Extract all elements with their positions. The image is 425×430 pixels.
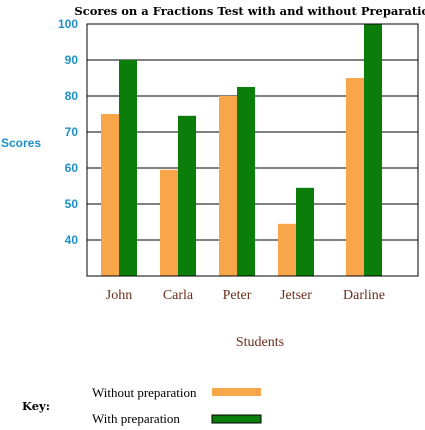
legend-swatch-without [212,388,261,396]
y-tick-label: 80 [65,89,79,103]
x-tick-label: Peter [223,288,252,303]
x-tick-labels: John Carla Peter Jetser Darline [106,288,385,303]
x-axis-label: Students [236,335,284,350]
bar-without-preparation [219,96,237,276]
bar-with-preparation [119,60,137,276]
chart-title: Scores on a Fractions Test with and with… [74,4,425,18]
y-tick-label: 90 [65,53,79,67]
y-tick-label: 50 [65,197,79,211]
x-tick-label: John [106,288,132,303]
bar-without-preparation [160,169,178,276]
y-axis-label: Scores [1,136,41,150]
legend-label-without: Without preparation [92,385,197,400]
x-tick-label: Darline [343,288,385,303]
y-tick-label: 40 [65,233,79,247]
bar-without-preparation [278,223,296,276]
bar-with-preparation [364,24,382,276]
bar-with-preparation [296,187,314,276]
bar-with-preparation [237,87,255,276]
y-tick-label: 70 [65,125,79,139]
bar-without-preparation [346,78,364,276]
x-tick-label: Carla [163,288,194,303]
bar-with-preparation [178,115,196,276]
y-tick-label: 60 [65,161,79,175]
legend-swatch-with [211,414,262,424]
legend-label-with: With preparation [92,411,180,426]
plot-border [86,23,419,277]
bar-without-preparation [101,114,119,276]
legend-title: Key: [22,399,50,413]
y-tick-labels: 40 50 60 70 80 90 100 [58,17,78,247]
x-tick-label: Jetser [280,288,312,303]
bars [101,24,382,276]
legend: Key: Without preparation With preparatio… [22,385,262,426]
y-tick-label: 100 [58,17,78,31]
